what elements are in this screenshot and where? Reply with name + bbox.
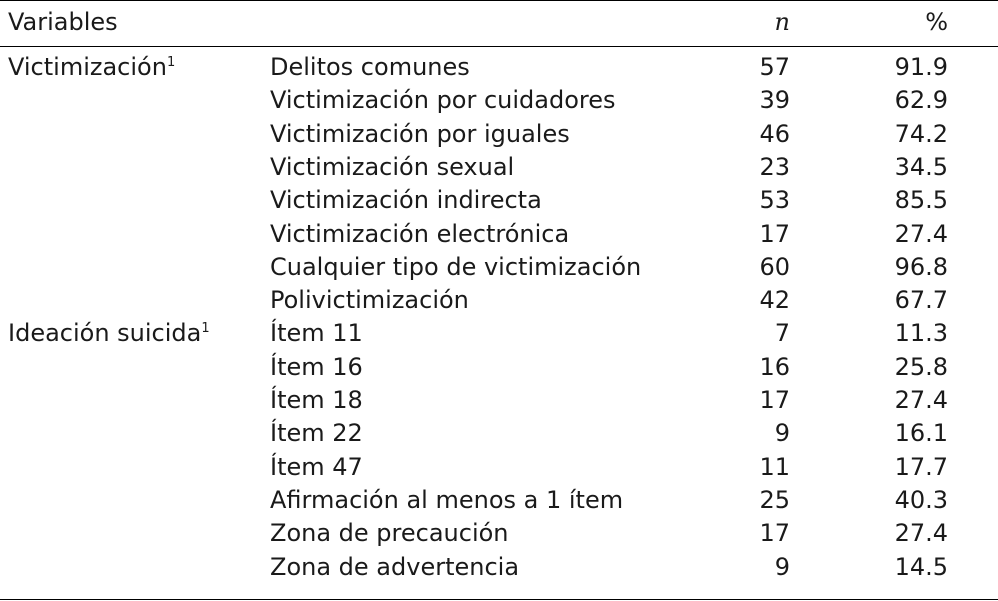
row-label: Ítem 22	[270, 419, 363, 448]
row-n: 46	[759, 119, 790, 148]
row-label: Ítem 47	[270, 452, 363, 481]
row-n: 53	[759, 186, 790, 215]
table-header-rule	[0, 46, 998, 47]
row-label: Ítem 11	[270, 319, 363, 348]
row-label: Zona de precaución	[270, 519, 509, 548]
row-n: 7	[774, 319, 790, 348]
footnote-marker: 1	[166, 55, 176, 70]
row-percent: 40.3	[894, 485, 948, 514]
row-n: 11	[759, 452, 790, 481]
table-bottom-rule	[0, 599, 998, 600]
row-percent: 96.8	[894, 252, 948, 281]
row-n: 39	[759, 86, 790, 115]
row-percent: 27.4	[894, 386, 948, 414]
group-label: Ideación suicida1	[8, 318, 210, 348]
row-percent: 14.5	[894, 552, 948, 581]
row-percent: 27.4	[894, 519, 948, 548]
row-label: Zona de advertencia	[270, 552, 520, 581]
header-variables: Variables	[8, 8, 118, 36]
group-label-text: Ideación suicida	[8, 319, 202, 348]
row-label: Victimización electrónica	[270, 219, 570, 248]
row-label: Delitos comunes	[270, 53, 470, 81]
row-percent: 74.2	[894, 119, 948, 148]
row-label: Victimización indirecta	[270, 186, 542, 215]
row-n: 23	[759, 152, 790, 181]
row-n: 25	[759, 485, 790, 514]
row-percent: 67.7	[894, 286, 948, 315]
row-percent: 27.4	[894, 219, 948, 248]
row-n: 57	[759, 53, 790, 81]
row-n: 9	[774, 552, 790, 581]
group-label: Victimización1	[8, 52, 175, 82]
row-n: 16	[759, 352, 790, 381]
row-label: Ítem 18	[270, 386, 363, 414]
row-label: Afirmación al menos a 1 ítem	[270, 485, 624, 514]
header-n: n	[774, 8, 790, 36]
row-label: Polivictimización	[270, 286, 469, 315]
row-label: Victimización por iguales	[270, 119, 570, 148]
header-percent: %	[925, 8, 948, 36]
row-percent: 62.9	[894, 86, 948, 115]
row-n: 60	[759, 252, 790, 281]
row-n: 17	[759, 519, 790, 548]
row-n: 9	[774, 419, 790, 448]
row-percent: 16.1	[894, 419, 948, 448]
row-n: 17	[759, 219, 790, 248]
row-n: 42	[759, 286, 790, 315]
group-label-text: Victimización	[8, 53, 167, 81]
row-label: Cualquier tipo de victimización	[270, 252, 642, 281]
row-label: Ítem 16	[270, 352, 363, 381]
footnote-marker: 1	[201, 321, 210, 337]
row-label: Victimización por cuidadores	[270, 86, 616, 115]
row-percent: 85.5	[894, 186, 948, 215]
row-percent: 11.3	[894, 319, 948, 348]
row-percent: 25.8	[894, 352, 948, 381]
row-percent: 17.7	[894, 452, 948, 481]
row-percent: 91.9	[894, 53, 948, 81]
row-n: 17	[759, 386, 790, 414]
table-top-rule	[0, 0, 998, 1]
row-label: Victimización sexual	[270, 152, 515, 181]
row-percent: 34.5	[894, 152, 948, 181]
